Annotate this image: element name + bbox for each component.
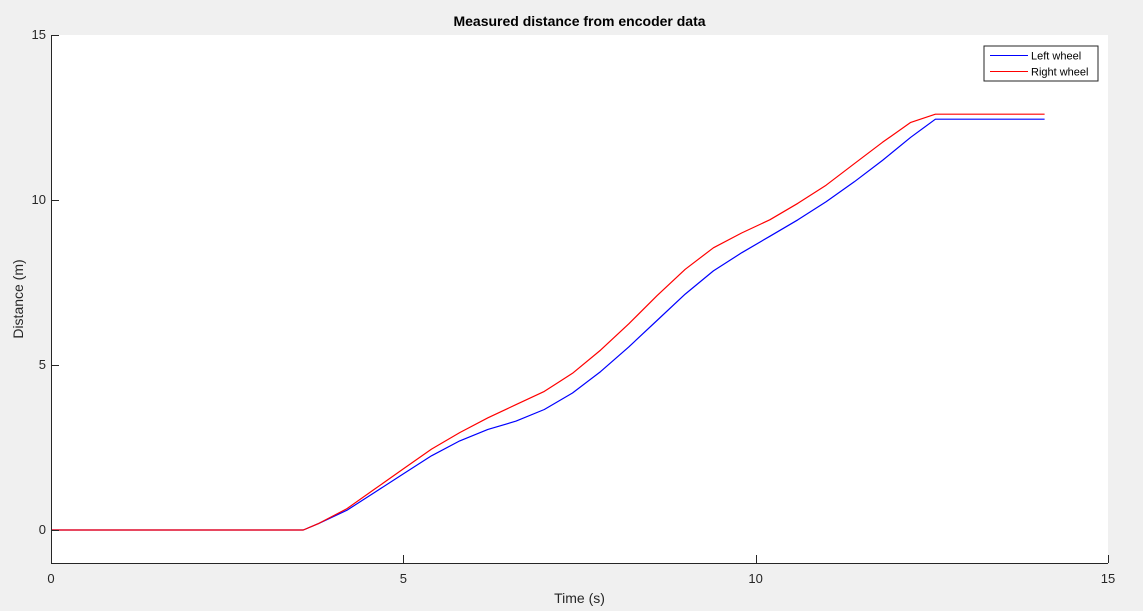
x-axis-label: Time (s) [554,590,605,606]
x-tick-label: 0 [47,571,54,586]
legend: Left wheel Right wheel [983,45,1099,82]
legend-label-right-wheel: Right wheel [1031,67,1088,79]
y-tick-label: 15 [32,27,46,42]
legend-box [983,45,1099,82]
y-axis-label: Distance (m) [10,259,26,338]
y-tick-label: 10 [32,192,46,207]
x-tick-label: 15 [1101,571,1115,586]
series-line-left-wheel [51,118,1045,531]
y-tick-label: 5 [39,357,46,372]
y-tick-label: 0 [39,522,46,537]
series-line-right-wheel [51,113,1045,531]
axes-layer: 0 5 10 15 0 5 10 15 [32,27,1116,586]
series-layer [51,113,1045,531]
chart-title: Measured distance from encoder data [453,13,705,29]
legend-label-left-wheel: Left wheel [1031,51,1081,63]
x-tick-label: 5 [400,571,407,586]
plot-area [51,35,1108,563]
x-tick-label: 10 [748,571,762,586]
